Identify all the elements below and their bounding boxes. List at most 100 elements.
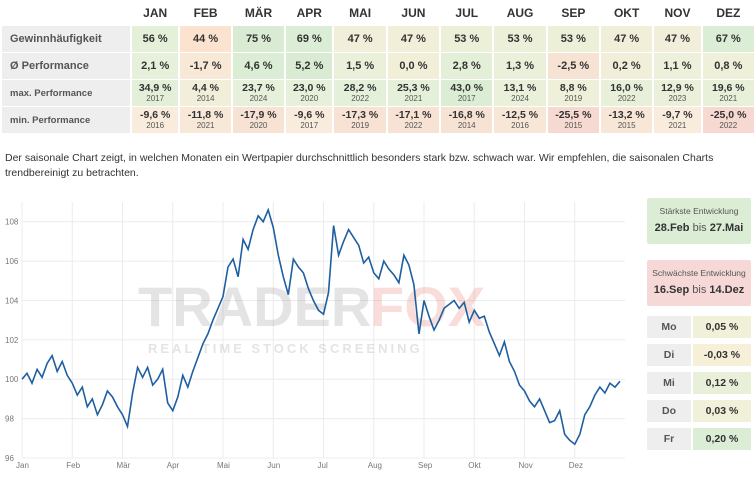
stats-cell: -13,2 % 2015 <box>600 107 653 134</box>
stats-cell: 2,8 % <box>441 53 493 80</box>
stats-cell: 56 % <box>132 26 179 53</box>
cell-value: -11,8 % <box>187 109 224 121</box>
x-tick-label: Sep <box>418 461 433 470</box>
seasonal-line-chart: TRADER FOX REAL TIME STOCK SCREENING 96 9… <box>5 202 625 470</box>
y-tick-label: 104 <box>5 296 19 305</box>
cell-year: 2021 <box>404 94 423 103</box>
stats-cell: -12,5 % 2016 <box>494 107 546 134</box>
stats-cell: 19,6 % 2021 <box>702 80 754 107</box>
strongest-from: 28.Feb <box>654 222 690 234</box>
cell-year: 2022 <box>617 94 636 103</box>
x-tick-label: Jul <box>318 461 328 470</box>
weekday-value: 0,20 % <box>693 428 751 450</box>
cell-value: -25,0 % <box>710 109 747 121</box>
y-tick-label: 106 <box>5 257 19 266</box>
stats-row: min. Performance -9,6 % 2016 -11,8 % 2021 -17… <box>2 107 754 134</box>
cell-year: 2022 <box>719 121 738 130</box>
weekday-row: Fr 0,20 % <box>647 428 751 450</box>
weakest-period-box: Schwächste Entwicklung 16.Sep bis 14.Dez <box>647 260 751 306</box>
cell-value: 16,0 % <box>610 82 643 94</box>
stats-cell: 1,1 % <box>654 53 701 80</box>
weekday-value: 0,03 % <box>693 400 751 422</box>
strongest-range: 28.Feb bis 27.Mai <box>647 222 751 234</box>
cell-value: 25,3 % <box>397 82 430 94</box>
month-header-9: OKT <box>600 0 653 26</box>
weekday-row: Di -0,03 % <box>647 344 751 366</box>
month-header-2: MÄR <box>232 0 285 26</box>
cell-year: 2022 <box>351 94 370 103</box>
cell-value: -9,6 % <box>294 109 325 121</box>
stats-cell: 47 % <box>387 26 440 53</box>
stats-cell: 53 % <box>547 26 599 53</box>
cell-year: 2020 <box>300 94 319 103</box>
cell-value: 4,4 % <box>192 82 220 94</box>
stats-cell: -16,8 % 2014 <box>441 107 493 134</box>
stats-cell: -11,8 % 2021 <box>180 107 231 134</box>
weakest-sep: bis <box>692 284 707 296</box>
stats-cell: 23,7 % 2024 <box>232 80 285 107</box>
cell-year: 2021 <box>196 121 215 130</box>
x-tick-label: Okt <box>468 461 481 470</box>
weekday-row: Mo 0,05 % <box>647 316 751 338</box>
cell-value: -25,5 % <box>555 109 592 121</box>
cell-value: 8,8 % <box>559 82 587 94</box>
stats-cell: -17,3 % 2019 <box>334 107 386 134</box>
cell-value: -17,1 % <box>395 109 432 121</box>
y-tick-label: 108 <box>5 218 19 227</box>
weakest-range: 16.Sep bis 14.Dez <box>647 284 751 296</box>
cell-value: -16,8 % <box>448 109 485 121</box>
month-header-row: JAN FEB MÄR APR MAI JUN JUL AUG SEP OKT NOV DEZ <box>2 0 754 26</box>
cell-value: 19,6 % <box>711 82 745 94</box>
weekday-label: Mo <box>647 316 691 338</box>
cell-year: 2023 <box>668 94 687 103</box>
cell-value: -9,6 % <box>140 109 171 121</box>
y-tick-label: 98 <box>5 415 14 424</box>
stats-cell: 47 % <box>654 26 701 53</box>
stats-cell: 23,0 % 2020 <box>286 80 333 107</box>
row-label: min. Performance <box>2 107 130 134</box>
header-corner <box>2 0 130 26</box>
x-tick-label: Jan <box>16 461 29 470</box>
month-header-8: SEP <box>547 0 599 26</box>
weekday-row: Mi 0,12 % <box>647 372 751 394</box>
strongest-title: Stärkste Entwicklung <box>659 206 739 216</box>
stats-cell: 1,3 % <box>494 53 546 80</box>
stats-cell: 43,0 % 2017 <box>441 80 493 107</box>
weakest-title: Schwächste Entwicklung <box>652 268 746 278</box>
x-tick-label: Feb <box>66 461 80 470</box>
chart-description: Der saisonale Chart zeigt, in welchen Mo… <box>5 152 714 179</box>
weekday-value: 0,12 % <box>693 372 751 394</box>
stats-row: Ø Performance 2,1 % -1,7 % 4,6 % 5,2 % 1,5 % 0… <box>2 53 754 80</box>
cell-year: 2014 <box>457 121 476 130</box>
stats-cell: 8,8 % 2019 <box>547 80 599 107</box>
cell-year: 2016 <box>511 121 529 130</box>
stats-cell: 13,1 % 2024 <box>494 80 546 107</box>
x-tick-label: Apr <box>167 461 180 470</box>
cell-year: 2017 <box>300 121 319 130</box>
stats-cell: -9,6 % 2016 <box>132 107 179 134</box>
month-header-11: DEZ <box>702 0 754 26</box>
cell-value: 12,9 % <box>661 82 694 94</box>
stats-cell: 75 % <box>232 26 285 53</box>
x-tick-label: Mai <box>217 461 230 470</box>
weekday-row: Do 0,03 % <box>647 400 751 422</box>
weekday-label: Do <box>647 400 691 422</box>
seasonal-chart: TRADER FOX REAL TIME STOCK SCREENING 96 9… <box>0 196 640 484</box>
x-tick-label: Nov <box>519 461 533 470</box>
stats-cell: 47 % <box>600 26 653 53</box>
stats-cell: 69 % <box>286 26 333 53</box>
stats-cell: 1,5 % <box>334 53 386 80</box>
row-label: Gewinnhäufigkeit <box>2 26 130 53</box>
watermark-brand-left: TRADER <box>138 275 371 338</box>
stats-cell: 53 % <box>441 26 493 53</box>
cell-value: 43,0 % <box>450 82 484 94</box>
cell-year: 2021 <box>668 121 687 130</box>
cell-year: 2017 <box>146 94 165 103</box>
stats-cell: 2,1 % <box>132 53 179 80</box>
month-header-6: JUL <box>441 0 493 26</box>
month-header-0: JAN <box>132 0 179 26</box>
y-tick-label: 96 <box>5 454 14 463</box>
cell-year: 2014 <box>196 94 215 103</box>
weekday-label: Mi <box>647 372 691 394</box>
row-label: Ø Performance <box>2 53 130 80</box>
